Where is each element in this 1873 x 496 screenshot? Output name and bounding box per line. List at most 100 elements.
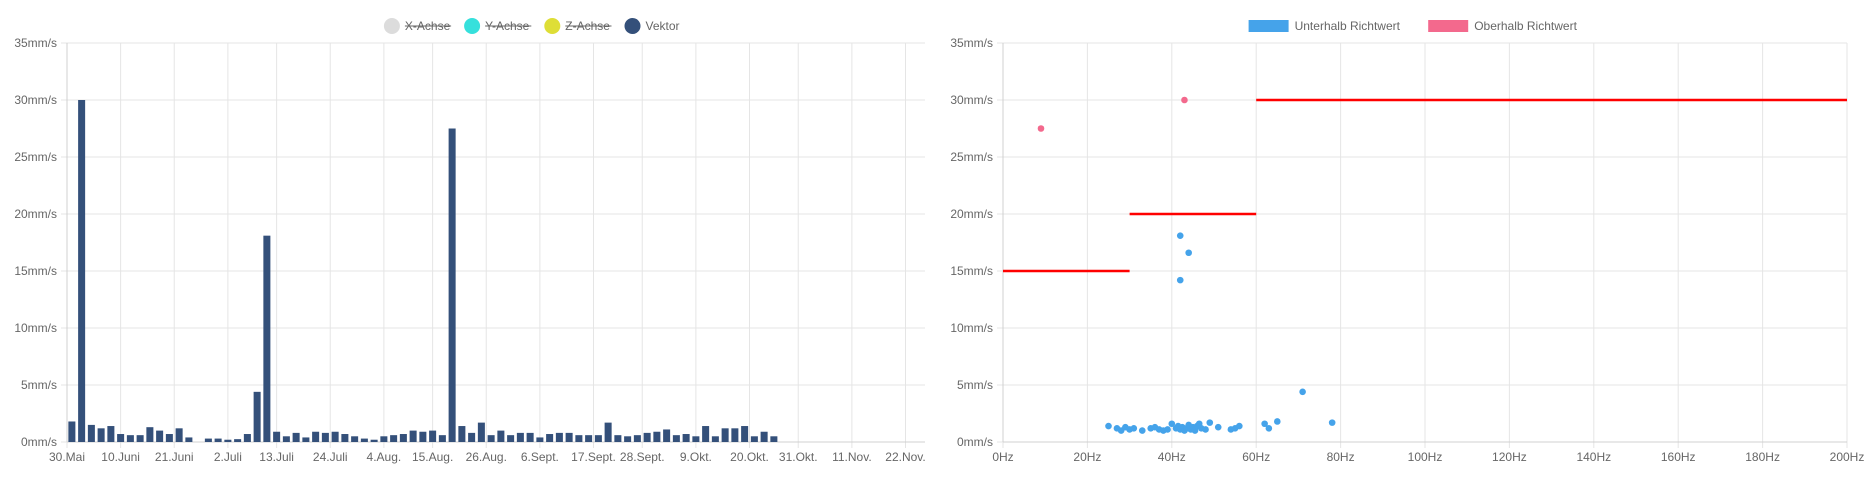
left-bar	[487, 435, 495, 442]
left-bar	[68, 421, 76, 442]
left-grid	[61, 42, 925, 448]
left-bar	[672, 435, 680, 442]
left-x-tick-label: 10.Juni	[101, 450, 140, 464]
legend-swatch-z-achse	[544, 18, 561, 34]
left-bar	[370, 439, 378, 442]
left-bar	[312, 431, 320, 442]
left-bar	[448, 128, 456, 442]
left-bar	[253, 391, 261, 442]
legend-label-oberhalb-richtwert: Oberhalb Richtwert	[1474, 19, 1577, 33]
right-x-tick-label: 120Hz	[1492, 450, 1527, 464]
left-x-tick-label: 13.Juli	[259, 450, 294, 464]
left-bar	[263, 235, 271, 442]
point-unterhalb-richtwert	[1261, 420, 1268, 428]
left-bar	[117, 434, 125, 442]
legend-label-unterhalb-richtwert: Unterhalb Richtwert	[1295, 19, 1401, 33]
point-unterhalb-richtwert	[1206, 419, 1214, 426]
legend-swatch-unterhalb-richtwert	[1248, 20, 1289, 32]
point-unterhalb-richtwert	[1299, 388, 1306, 396]
right-x-axis: 0Hz 20Hz 40Hz 60Hz 80Hz 100Hz 120Hz 140Hz 160Hz 1…	[992, 450, 1864, 464]
left-bar	[409, 430, 417, 442]
left-bar	[360, 438, 368, 442]
left-bar	[536, 437, 544, 442]
left-bar	[351, 436, 359, 442]
left-bar	[390, 435, 398, 442]
left-x-tick-label: 6.Sept.	[521, 450, 559, 464]
left-bar	[497, 430, 505, 442]
right-x-tick-label: 100Hz	[1408, 450, 1443, 464]
left-bar-chart: 0mm/s 5mm/s 10mm/s 15mm/s 20mm/s 25mm/s 30mm/s…	[14, 18, 926, 464]
left-bar	[711, 436, 719, 442]
left-bar	[663, 429, 671, 442]
point-unterhalb-richtwert	[1176, 276, 1184, 284]
left-bar	[302, 437, 310, 442]
left-bar	[624, 436, 632, 442]
point-unterhalb-richtwert	[1202, 426, 1209, 433]
right-x-tick-label: 200Hz	[1830, 450, 1865, 464]
left-bar	[604, 422, 612, 442]
legend-label-vektor: Vektor	[646, 19, 680, 33]
left-bar	[234, 439, 242, 442]
left-bar	[165, 434, 173, 442]
left-bar	[575, 435, 583, 442]
left-y-tick-label: 5mm/s	[21, 378, 57, 392]
left-x-tick-label: 26.Aug.	[466, 450, 507, 464]
right-x-tick-label: 180Hz	[1745, 450, 1780, 464]
left-bar	[136, 435, 144, 442]
left-bar	[507, 435, 515, 442]
right-y-axis: 0mm/s 5mm/s 10mm/s 15mm/s 20mm/s 25mm/s 30mm/s…	[950, 36, 993, 449]
left-bar	[546, 434, 554, 442]
left-bar	[760, 431, 768, 442]
left-bar	[97, 428, 105, 442]
left-bar	[750, 436, 758, 442]
left-legend[interactable]: X-Achse Y-Achse Z-Achse Vektor	[383, 18, 680, 34]
left-bar	[653, 431, 661, 442]
left-bar	[214, 438, 222, 442]
left-bar	[331, 431, 339, 442]
point-unterhalb-richtwert	[1105, 422, 1112, 430]
point-unterhalb-richtwert	[1168, 420, 1176, 428]
left-y-tick-label: 10mm/s	[14, 321, 57, 335]
legend-swatch-x-achse	[383, 18, 400, 34]
right-x-tick-label: 140Hz	[1576, 450, 1611, 464]
right-scatter-chart: 0mm/s 5mm/s 10mm/s 15mm/s 20mm/s 25mm/s 30mm/s…	[950, 19, 1864, 464]
left-y-tick-label: 0mm/s	[21, 435, 57, 449]
left-bar	[682, 434, 690, 442]
right-x-tick-label: 60Hz	[1242, 450, 1270, 464]
left-x-tick-label: 24.Juli	[313, 450, 348, 464]
right-y-tick-label: 10mm/s	[950, 321, 993, 335]
right-x-tick-label: 20Hz	[1073, 450, 1101, 464]
point-unterhalb-richtwert	[1274, 418, 1281, 425]
left-bar	[429, 430, 437, 442]
right-y-tick-label: 20mm/s	[950, 207, 993, 221]
left-x-tick-label: 2.Juli	[214, 450, 242, 464]
left-x-tick-label: 15.Aug.	[412, 450, 453, 464]
left-bar	[126, 435, 134, 442]
left-x-tick-label: 17.Sept.	[571, 450, 616, 464]
left-x-tick-label: 22.Nov.	[885, 450, 925, 464]
point-unterhalb-richtwert	[1176, 232, 1184, 239]
left-bar	[243, 434, 251, 442]
right-y-tick-label: 5mm/s	[957, 378, 993, 392]
left-bar	[146, 427, 154, 442]
left-x-axis: 30.Mai 10.Juni 21.Juni 2.Juli 13.Juli 24.Juli…	[49, 450, 926, 464]
left-bar	[321, 432, 329, 442]
right-legend[interactable]: Unterhalb Richtwert Oberhalb Richtwert	[1248, 19, 1578, 33]
left-bar	[224, 439, 232, 442]
left-bar	[380, 436, 388, 442]
left-x-tick-label: 20.Okt.	[730, 450, 769, 464]
left-y-tick-label: 35mm/s	[14, 36, 57, 50]
left-x-tick-label: 9.Okt.	[680, 450, 712, 464]
point-unterhalb-richtwert	[1214, 423, 1222, 431]
left-bars	[68, 100, 778, 442]
left-bar	[585, 435, 593, 442]
left-y-tick-label: 20mm/s	[14, 207, 57, 221]
right-x-tick-label: 40Hz	[1158, 450, 1186, 464]
right-x-tick-label: 0Hz	[992, 450, 1013, 464]
left-y-tick-label: 25mm/s	[14, 150, 57, 164]
left-bar	[614, 435, 622, 442]
left-bar	[594, 435, 602, 442]
legend-swatch-oberhalb-richtwert	[1428, 20, 1469, 32]
right-y-tick-label: 35mm/s	[950, 36, 993, 50]
